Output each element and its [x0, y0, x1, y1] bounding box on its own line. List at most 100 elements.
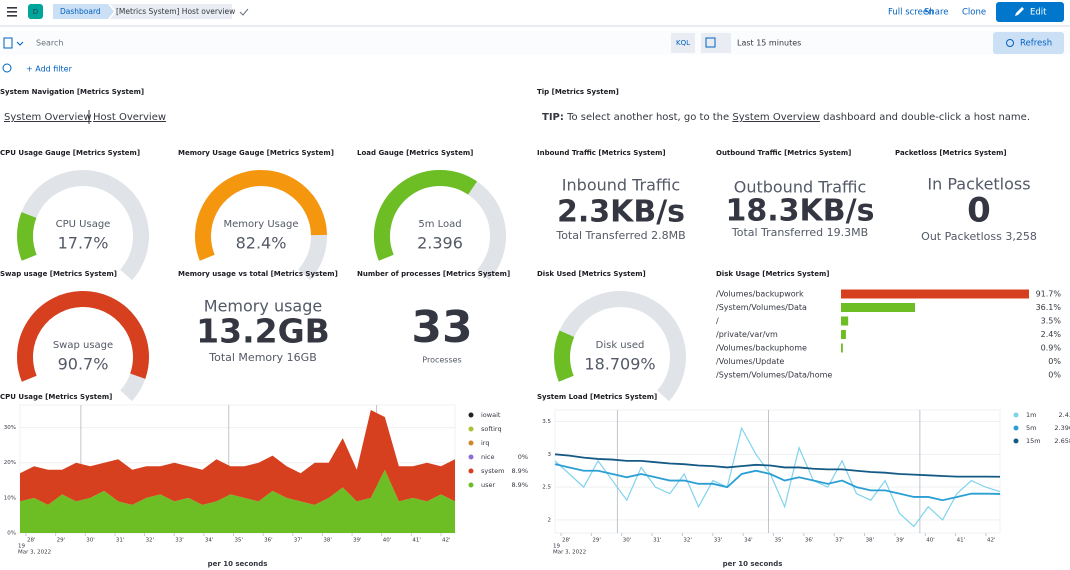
x-tick-label: 42' [987, 538, 996, 544]
kql-button[interactable] [671, 33, 695, 53]
panel-title: Disk Used [Metrics System] [537, 270, 646, 278]
disk-path: /System/Volumes/Data/home [716, 371, 832, 380]
gauge-label: Swap usage [53, 340, 113, 351]
metric-sub: Out Packetloss 3,258 [921, 230, 1037, 243]
legend-swatch [468, 468, 474, 474]
breadcrumb-pill[interactable] [53, 4, 114, 19]
x-tick-label: 35' [775, 538, 784, 544]
gauge-value: 82.4% [236, 234, 287, 253]
refresh-button[interactable] [993, 32, 1064, 54]
nav-link[interactable]: Host Overview [93, 112, 166, 123]
legend-swatch [468, 482, 474, 488]
edit-label: Edit [1030, 8, 1047, 18]
x-tick-label: 33' [175, 538, 184, 544]
area-series [20, 410, 455, 505]
x-tick-label: 35' [235, 538, 244, 544]
panel-title: Packetloss [Metrics System] [895, 149, 1007, 157]
legend-name[interactable]: 15m [1026, 437, 1041, 445]
legend-name[interactable]: 1m [1026, 411, 1036, 419]
disk-bar [841, 303, 916, 312]
legend-name[interactable]: system [481, 467, 505, 475]
share[interactable]: Share [924, 8, 949, 18]
edit-button[interactable] [996, 2, 1064, 22]
x-tick-label: 37' [835, 538, 844, 544]
add-filter[interactable]: + Add filter [26, 65, 73, 74]
x-tick-label: 39' [896, 538, 905, 544]
breadcrumb[interactable]: Dashboard [60, 7, 101, 16]
full-screen[interactable]: Full screen [888, 8, 934, 18]
time-range[interactable]: Last 15 minutes [737, 39, 801, 48]
x-tick-label: 38' [866, 538, 875, 544]
x-tick-label: 33' [714, 538, 723, 544]
gauge-fill [17, 291, 149, 382]
clone[interactable]: Clone [962, 8, 986, 18]
x-tick-label: 29' [57, 538, 66, 544]
y-tick-label: 30% [4, 425, 16, 431]
metric-sub: Total Memory 16GB [208, 351, 317, 364]
x-tick-label: 34' [205, 538, 214, 544]
x-tick-label: 40' [383, 538, 392, 544]
search-input[interactable]: Search [36, 39, 63, 48]
x-tick-label: 39' [353, 538, 362, 544]
legend-value: 0% [518, 453, 528, 461]
x-tick-label: 42' [442, 538, 451, 544]
x-tick-label: 28' [562, 538, 571, 544]
menu-icon[interactable] [7, 7, 17, 17]
x-tick-label: 38' [323, 538, 332, 544]
legend-swatch [1013, 412, 1019, 418]
x-axis-label: per 10 seconds [723, 560, 783, 568]
legend-name[interactable]: user [481, 481, 496, 489]
legend-name[interactable]: irq [481, 439, 490, 447]
metric-value: 18.3KB/s [726, 194, 875, 229]
legend-swatch [468, 440, 474, 446]
x-sub-label: 19 [553, 544, 560, 550]
panel-title: Outbound Traffic [Metrics System] [716, 149, 851, 157]
panel-title: Swap usage [Metrics System] [0, 270, 117, 278]
saved-query-icon[interactable] [3, 37, 13, 49]
panel-title: Number of processes [Metrics System] [357, 270, 510, 278]
tip-text: TIP: To select another host, go to the S… [542, 112, 1030, 123]
legend-value: 2.658 [1054, 437, 1070, 445]
query-bar [0, 31, 1070, 55]
refresh-label: Refresh [1020, 39, 1052, 49]
breadcrumb-pill [110, 4, 232, 19]
metric-label: Outbound Traffic [734, 178, 867, 197]
y-tick-label: 0% [7, 531, 16, 537]
tip-label: TIP: [542, 112, 564, 123]
plot-frame [554, 409, 1001, 534]
legend-name[interactable]: 5m [1026, 424, 1036, 432]
gauge-label: Disk used [596, 340, 645, 351]
disk-bar [841, 330, 846, 339]
panel-title: Memory Usage Gauge [Metrics System] [178, 149, 334, 157]
x-tick-label: 32' [146, 538, 155, 544]
disk-bar [841, 316, 849, 326]
metric-sub: Total Transferred 2.8MB [555, 229, 685, 242]
line-series [554, 463, 1001, 502]
legend-name[interactable]: nice [481, 453, 495, 461]
x-sub-label: 19 [18, 544, 25, 550]
legend-swatch [1013, 438, 1019, 444]
legend-value: 2.43 [1059, 411, 1070, 419]
panel-title: Disk Usage [Metrics System] [716, 270, 829, 278]
x-axis-label: per 10 seconds [208, 560, 268, 568]
disk-value: 0.9% [1041, 344, 1062, 353]
tip-link[interactable]: System Overview [732, 112, 820, 123]
panel-title: Memory usage vs total [Metrics System] [178, 270, 338, 278]
legend-name[interactable]: softirq [481, 425, 502, 433]
x-tick-label: 36' [264, 538, 273, 544]
x-tick-label: 29' [592, 538, 601, 544]
nav-link[interactable]: System Overview [4, 112, 92, 123]
chevron [16, 41, 24, 46]
avatar[interactable] [28, 4, 43, 19]
legend-name[interactable]: iowait [481, 411, 501, 419]
metric-sub: Processes [422, 356, 461, 365]
gauge-fill [195, 170, 327, 261]
breadcrumb: [Metrics System] Host overview [116, 7, 235, 16]
area-series [20, 469, 455, 533]
avatar-letter: D [33, 8, 38, 16]
line-series [554, 453, 1001, 478]
legend-value: 2.396 [1054, 424, 1070, 432]
filter-icon[interactable] [2, 63, 12, 73]
gauge-fill [17, 212, 37, 261]
edit-icon [1015, 7, 1024, 16]
